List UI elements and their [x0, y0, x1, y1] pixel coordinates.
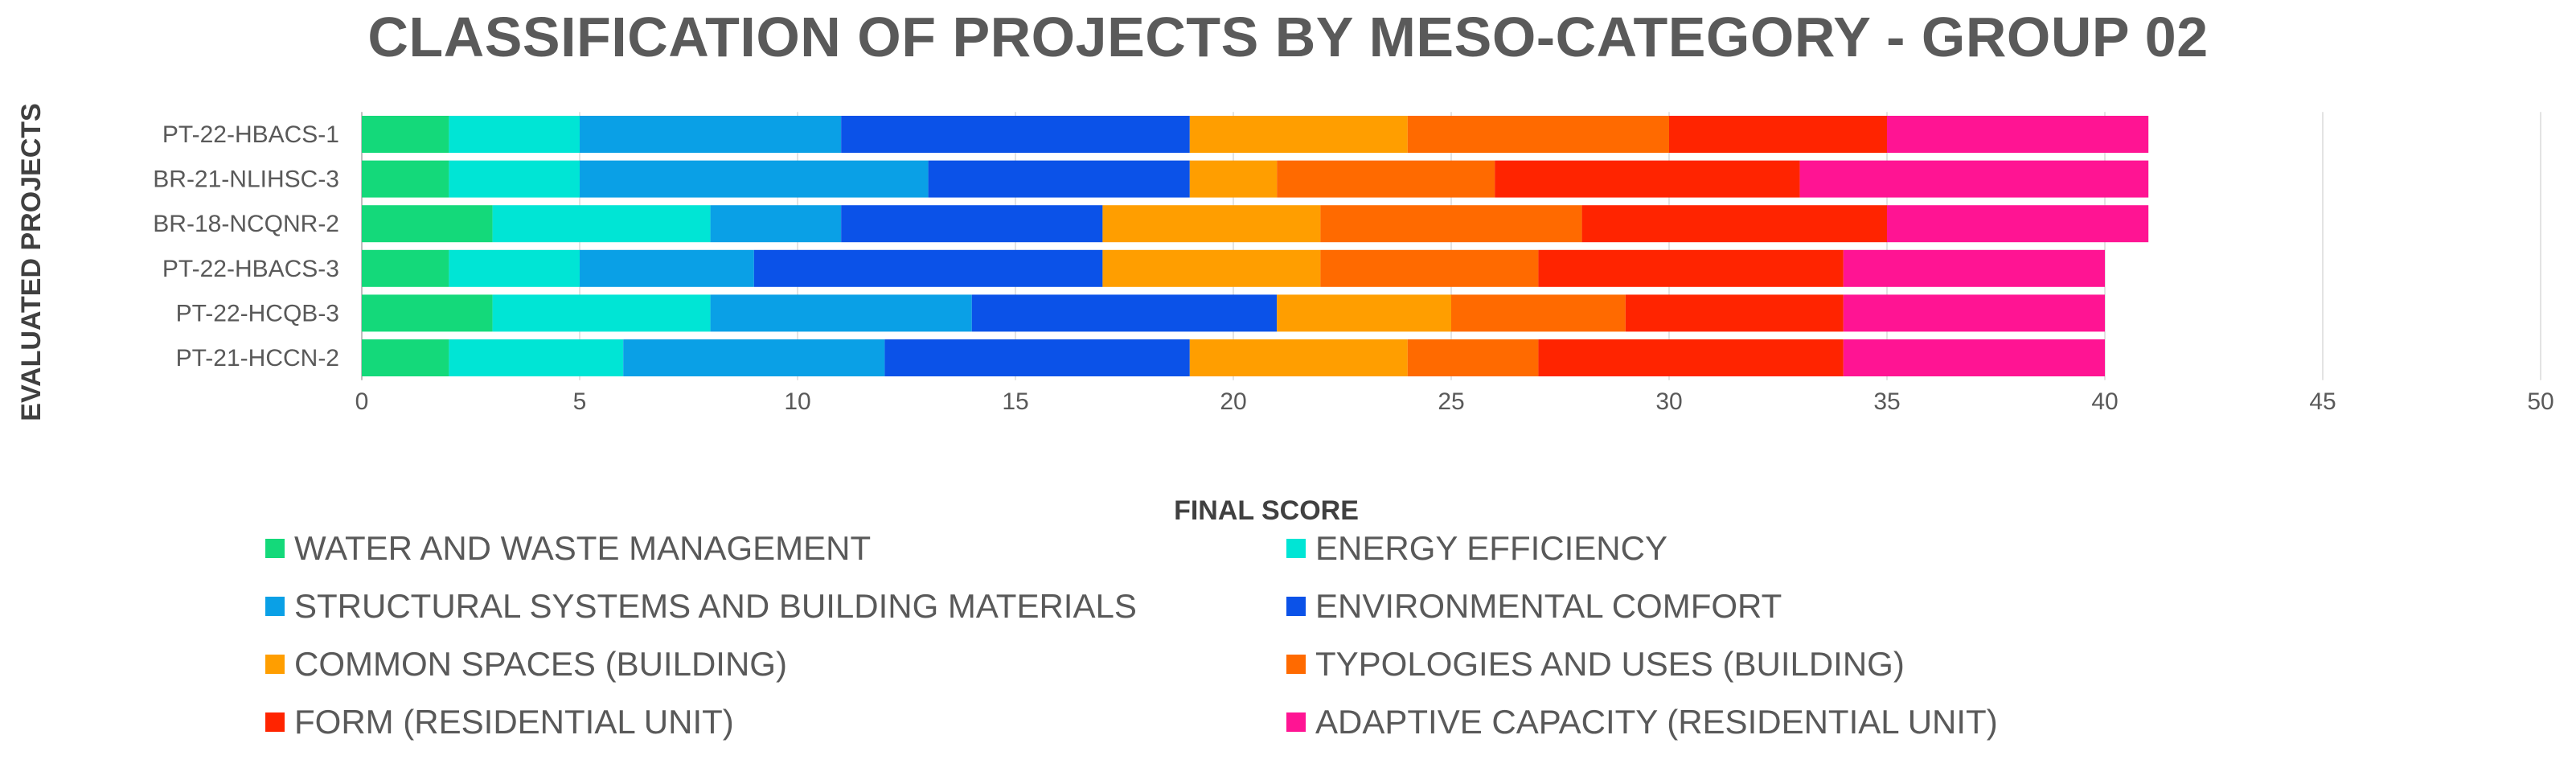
legend-swatch [265, 539, 285, 558]
bar-segment [1843, 339, 2105, 376]
bar-segment [449, 339, 624, 376]
bar-segment [492, 205, 711, 243]
bar-segment [1320, 205, 1582, 243]
bar-segment [1887, 116, 2149, 153]
x-tick-label: 50 [2527, 388, 2553, 415]
legend-swatch [265, 597, 285, 616]
legend-item: STRUCTURAL SYSTEMS AND BUILDING MATERIAL… [265, 586, 1137, 626]
legend-swatch [1286, 539, 1306, 558]
bar-segment [362, 160, 449, 198]
bar-segment [362, 116, 449, 153]
y-axis-title: EVALUATED PROJECTS [16, 103, 47, 421]
bar-segment [884, 339, 1190, 376]
bar-segment [1320, 249, 1539, 287]
bar-segment [1625, 294, 1844, 332]
bar-segment [1799, 160, 2149, 198]
legend-label: TYPOLOGIES AND USES (BUILDING) [1315, 645, 1905, 683]
legend-label: STRUCTURAL SYSTEMS AND BUILDING MATERIAL… [294, 587, 1137, 625]
legend-label: FORM (RESIDENTIAL UNIT) [294, 703, 734, 741]
bar-segment [1189, 160, 1278, 198]
x-axis-title: FINAL SCORE [1174, 495, 1359, 526]
bar-segment [362, 339, 449, 376]
bar-segment [1538, 249, 1844, 287]
bar-segment [1843, 249, 2105, 287]
bar-segment [1277, 294, 1451, 332]
x-tick-label: 20 [1220, 388, 1246, 415]
x-tick-label: 5 [573, 388, 587, 415]
y-tick-label: BR-21-NLIHSC-3 [153, 166, 339, 193]
bar-segment [1407, 116, 1669, 153]
bar-segment [362, 205, 493, 243]
bar-segment [1887, 205, 2149, 243]
bar-segment [580, 249, 754, 287]
x-tick-label: 35 [1873, 388, 1900, 415]
plot-area: PT-22-HBACS-1 BR-21-NLIHSC-3 BR-18-NCQNR-2… [16, 103, 2554, 526]
bar-segment [710, 294, 972, 332]
x-tick-label: 45 [2309, 388, 2336, 415]
bar-segment [449, 160, 580, 198]
legend-swatch [1286, 597, 1306, 616]
bars [362, 116, 2149, 376]
bar-segment [841, 205, 1103, 243]
bar-segment [1102, 205, 1321, 243]
legend-swatch [265, 655, 285, 674]
y-tick-label: PT-22-HBACS-3 [162, 256, 339, 282]
bar-segment [841, 116, 1190, 153]
y-tick-labels: PT-22-HBACS-1 BR-21-NLIHSC-3 BR-18-NCQNR-2… [153, 121, 339, 372]
bar-segment [623, 339, 885, 376]
y-tick-label: PT-21-HCCN-2 [176, 345, 339, 372]
bar-segment [580, 116, 842, 153]
bar-segment [362, 294, 493, 332]
bar-segment [753, 249, 1103, 287]
legend-item: FORM (RESIDENTIAL UNIT) [265, 702, 734, 742]
x-tick-label: 30 [1655, 388, 1682, 415]
bar-segment [1451, 294, 1626, 332]
bar-segment [449, 116, 580, 153]
bar-segment [1102, 249, 1321, 287]
bar-segment [1538, 339, 1844, 376]
x-tick-label: 10 [784, 388, 810, 415]
bar-segment [1843, 294, 2105, 332]
y-tick-label: PT-22-HBACS-1 [162, 121, 339, 148]
legend-swatch [1286, 712, 1306, 732]
bar-segment [1277, 160, 1495, 198]
bar-segment [362, 249, 449, 287]
bar-segment [1581, 205, 1887, 243]
legend-item: TYPOLOGIES AND USES (BUILDING) [1286, 644, 1905, 684]
x-tick-label: 25 [1438, 388, 1464, 415]
legend-swatch [265, 712, 285, 732]
legend-label: ENVIRONMENTAL COMFORT [1315, 587, 1782, 625]
bar-segment [1189, 116, 1408, 153]
x-tick-label: 40 [2091, 388, 2118, 415]
bar-segment [1407, 339, 1539, 376]
bar-segment [971, 294, 1278, 332]
chart-title: CLASSIFICATION OF PROJECTS BY MESO-CATEG… [367, 6, 2209, 68]
legend-item: ENVIRONMENTAL COMFORT [1286, 586, 1782, 626]
legend-item: ADAPTIVE CAPACITY (RESIDENTIAL UNIT) [1286, 702, 1998, 742]
bar-segment [710, 205, 842, 243]
bar-segment [1669, 116, 1887, 153]
bar-segment [449, 249, 580, 287]
legend-label: WATER AND WASTE MANAGEMENT [294, 529, 872, 567]
legend-swatch [1286, 655, 1306, 674]
bar-segment [928, 160, 1190, 198]
gridlines [361, 112, 2541, 380]
bar-segment [492, 294, 711, 332]
bar-segment [1189, 339, 1408, 376]
x-tick-label: 15 [1002, 388, 1028, 415]
y-tick-label: PT-22-HCQB-3 [176, 300, 339, 326]
y-tick-label: BR-18-NCQNR-2 [153, 211, 339, 237]
bar-segment [1495, 160, 1800, 198]
x-tick-label: 0 [355, 388, 369, 415]
legend-item: ENERGY EFFICIENCY [1286, 528, 1667, 569]
legend-label: ENERGY EFFICIENCY [1315, 529, 1667, 567]
bar-segment [580, 160, 929, 198]
legend-label: COMMON SPACES (BUILDING) [294, 645, 787, 683]
x-tick-labels: 0 5 10 15 20 25 30 35 40 45 50 [355, 388, 2554, 415]
legend-item: COMMON SPACES (BUILDING) [265, 644, 787, 684]
legend-item: WATER AND WASTE MANAGEMENT [265, 528, 871, 569]
legend-label: ADAPTIVE CAPACITY (RESIDENTIAL UNIT) [1315, 703, 1998, 741]
